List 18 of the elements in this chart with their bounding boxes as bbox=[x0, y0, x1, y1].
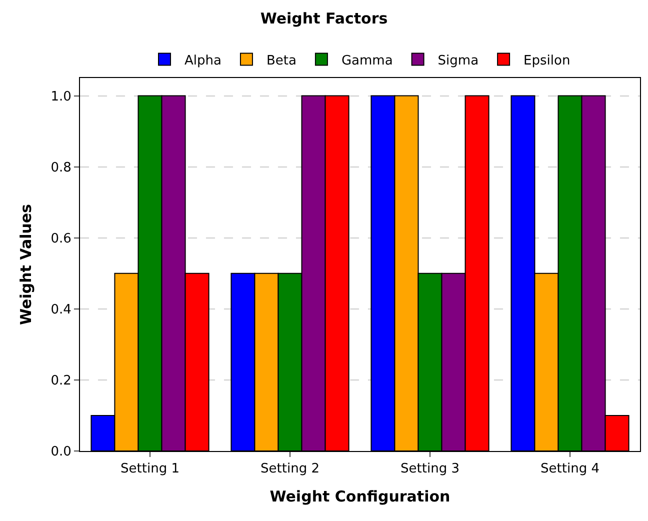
x-tick-label: Setting 3 bbox=[400, 462, 460, 477]
x-tick-label: Setting 4 bbox=[540, 462, 600, 477]
x-axis-title: Weight Configuration bbox=[270, 488, 450, 506]
x-tick-label: Setting 1 bbox=[120, 462, 180, 477]
y-tick-label: 0.0 bbox=[50, 444, 72, 460]
legend-label: Epsilon bbox=[524, 53, 570, 68]
y-tick-label: 0.4 bbox=[50, 302, 72, 318]
legend-label: Gamma bbox=[341, 53, 393, 68]
y-axis-title: Weight Values bbox=[16, 204, 35, 325]
legend-label: Beta bbox=[266, 53, 296, 68]
legend-label: Alpha bbox=[184, 53, 222, 68]
y-tick-label: 0.2 bbox=[50, 374, 72, 388]
x-tick-label: Setting 2 bbox=[260, 462, 320, 477]
y-tick-label: 0.6 bbox=[50, 231, 72, 246]
chart-title: Weight Factors bbox=[260, 10, 388, 28]
y-tick-label: 1.0 bbox=[50, 89, 72, 104]
legend-label: Sigma bbox=[438, 53, 479, 68]
y-tick-label: 0.8 bbox=[50, 160, 72, 176]
